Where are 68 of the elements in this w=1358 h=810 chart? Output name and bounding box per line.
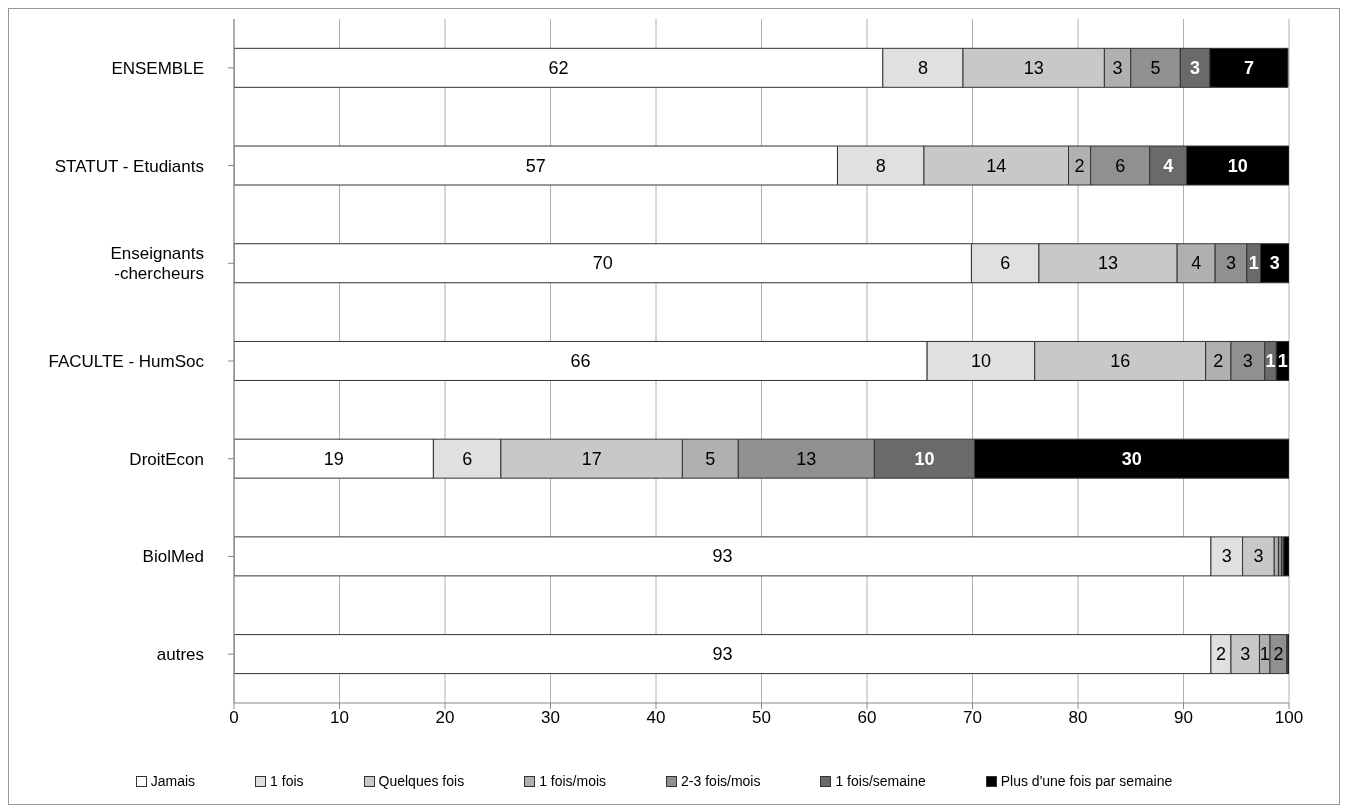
legend-label: 1 fois — [269, 773, 304, 789]
data-label: 7 — [1243, 57, 1254, 78]
y-tick-label: autres — [156, 644, 204, 664]
data-label: 62 — [548, 57, 569, 78]
y-tick-label: FACULTE - HumSoc — [48, 351, 205, 371]
data-label: 17 — [581, 448, 602, 469]
data-label: 66 — [570, 350, 591, 371]
data-label: 4 — [1163, 155, 1174, 176]
data-label: 93 — [712, 546, 733, 567]
data-label: 5 — [1150, 57, 1161, 78]
data-label: 4 — [1191, 253, 1202, 274]
data-label: 3 — [1225, 253, 1236, 274]
data-label: 3 — [1240, 644, 1251, 665]
data-label: 6 — [1000, 253, 1011, 274]
legend-label: Quelques fois — [377, 773, 465, 789]
data-label: 2 — [1215, 644, 1226, 665]
data-label: 70 — [592, 253, 613, 274]
x-tick-label: 90 — [1174, 708, 1193, 728]
x-tick-label: 20 — [435, 708, 455, 728]
data-label: 3 — [1221, 546, 1232, 567]
data-label: 1 — [1259, 644, 1270, 665]
x-tick-label: 50 — [752, 708, 771, 728]
data-label: 10 — [970, 350, 991, 371]
data-label: 1 — [1277, 350, 1288, 371]
data-label: 2 — [1074, 155, 1085, 176]
legend-label: Jamais — [149, 773, 196, 789]
data-label: 13 — [1098, 253, 1119, 274]
data-label: 16 — [1110, 350, 1131, 371]
data-label: 3 — [1190, 57, 1201, 78]
data-label: 30 — [1121, 448, 1142, 469]
data-label: 3 — [1242, 350, 1253, 371]
data-label: 19 — [323, 448, 344, 469]
x-tick-label: 80 — [1068, 708, 1088, 728]
data-label: 13 — [796, 448, 817, 469]
data-label: 2 — [1273, 644, 1284, 665]
data-label: 3 — [1112, 57, 1123, 78]
legend-label: 2-3 fois/mois — [680, 773, 761, 789]
legend-label: Plus d'une fois par semaine — [999, 773, 1173, 789]
x-tick-label: 40 — [646, 708, 666, 728]
data-label: 93 — [712, 644, 733, 665]
data-label: 1 — [1248, 253, 1259, 274]
y-tick-label: ENSEMBLE — [111, 58, 204, 78]
x-tick-label: 100 — [1274, 708, 1304, 728]
y-tick-label: Enseignants -chercheurs — [110, 243, 204, 283]
data-label: 14 — [986, 155, 1007, 176]
legend-label: 1 fois/semaine — [834, 773, 926, 789]
data-label: 3 — [1269, 253, 1280, 274]
data-label: 10 — [914, 448, 935, 469]
data-label: 1 — [1265, 350, 1276, 371]
data-label: 5 — [705, 448, 716, 469]
x-tick-label: 30 — [541, 708, 560, 728]
y-tick-label: STATUT - Etudiants — [54, 156, 204, 176]
data-label: 6 — [1115, 155, 1126, 176]
data-label: 3 — [1253, 546, 1264, 567]
legend-label: 1 fois/mois — [538, 773, 607, 789]
data-label: 6 — [462, 448, 473, 469]
data-label: 8 — [875, 155, 886, 176]
x-tick-label: 70 — [963, 708, 982, 728]
data-label: 13 — [1023, 57, 1044, 78]
x-tick-label: 10 — [330, 708, 349, 728]
data-label: 8 — [917, 57, 928, 78]
x-tick-label: 60 — [857, 708, 877, 728]
data-label: 2 — [1213, 350, 1224, 371]
y-tick-label: DroitEcon — [129, 449, 204, 469]
data-label: 57 — [525, 155, 546, 176]
y-tick-label: BiolMed — [142, 546, 204, 566]
x-tick-label: 0 — [229, 708, 239, 728]
data-label: 10 — [1227, 155, 1248, 176]
